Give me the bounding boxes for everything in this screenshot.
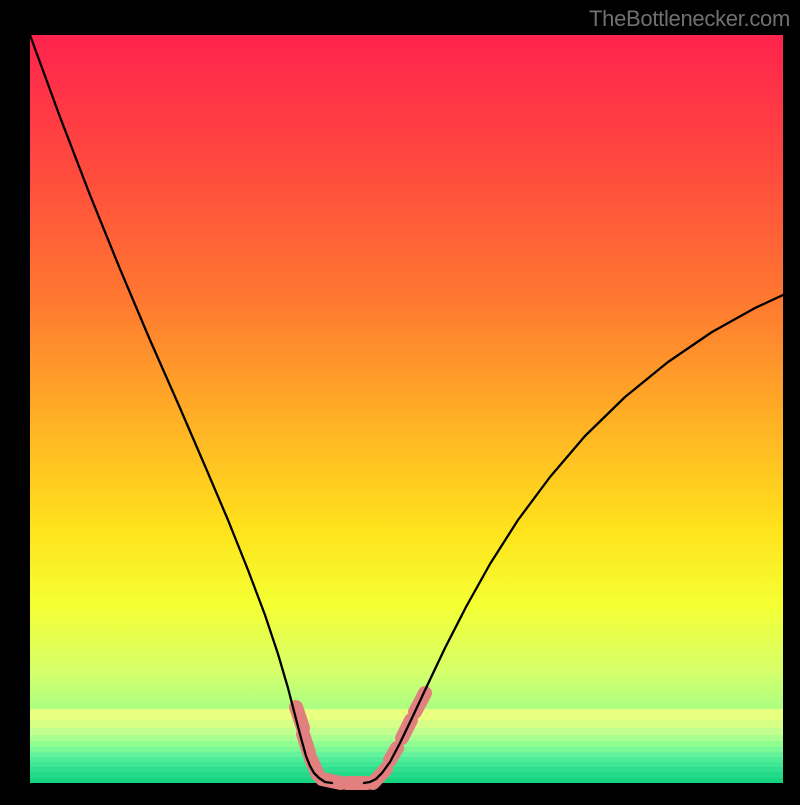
watermark-label: TheBottlenecker.com — [589, 6, 790, 32]
chart-container — [0, 0, 800, 800]
chart-svg — [0, 0, 800, 800]
